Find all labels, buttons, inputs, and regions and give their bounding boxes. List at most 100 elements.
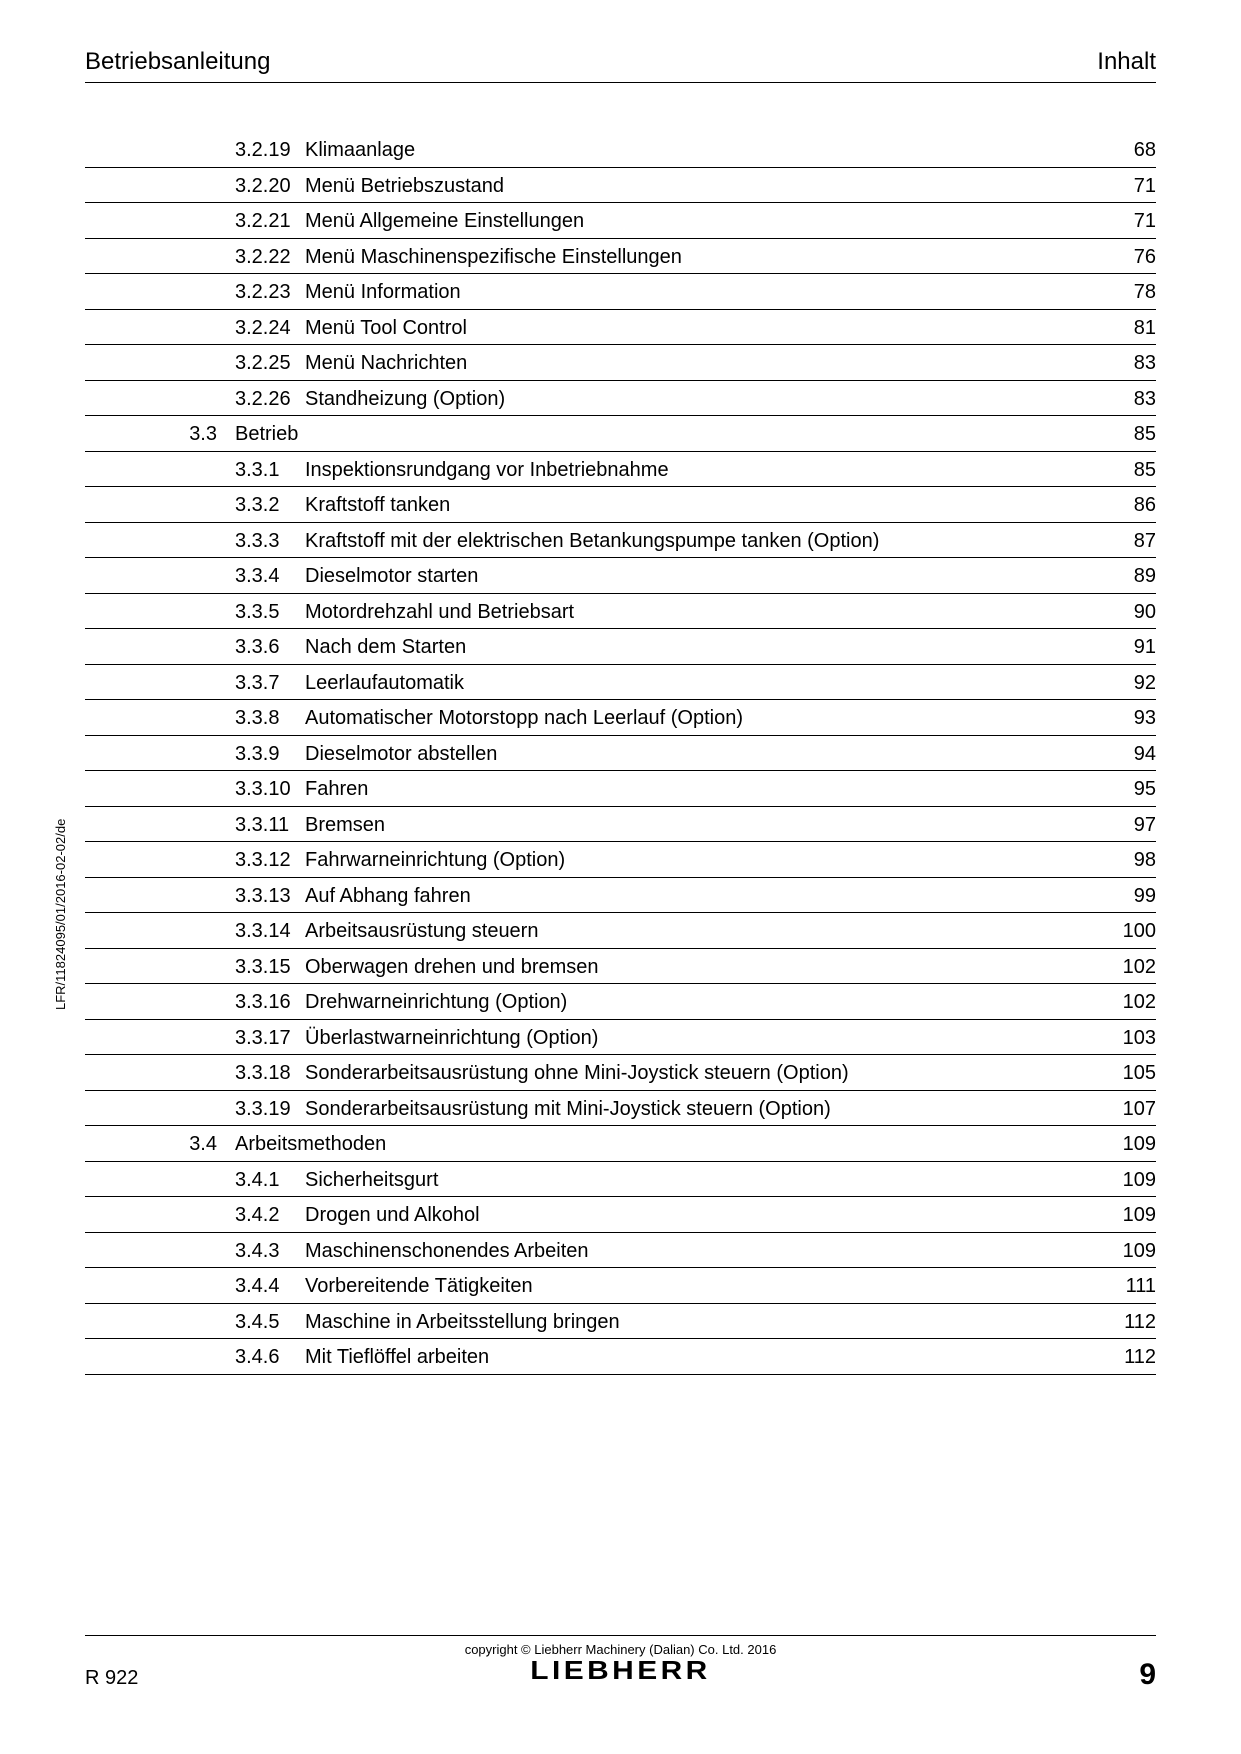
toc-row: 3.2.26Standheizung (Option)83 xyxy=(85,381,1156,417)
toc-section-title: Betrieb xyxy=(235,423,1066,446)
toc-row: 3.3Betrieb85 xyxy=(85,416,1156,452)
toc-row: 3.2.20Menü Betriebszustand71 xyxy=(85,168,1156,204)
toc-page-number: 109 xyxy=(1066,1133,1156,1156)
toc-entry-number: 3.2.25 xyxy=(235,352,305,375)
toc-entry-title: Bremsen xyxy=(305,814,1066,837)
toc-row: 3.3.3Kraftstoff mit der elektrischen Bet… xyxy=(85,523,1156,559)
toc-entry-number: 3.3.8 xyxy=(235,707,305,730)
toc-row: 3.2.19Klimaanlage68 xyxy=(85,132,1156,168)
toc-page-number: 81 xyxy=(1066,317,1156,340)
toc-page-number: 103 xyxy=(1066,1027,1156,1050)
toc-entry-title: Dieselmotor abstellen xyxy=(305,743,1066,766)
toc-entry-number: 3.3.14 xyxy=(235,920,305,943)
toc-row: 3.3.10Fahren95 xyxy=(85,771,1156,807)
toc-entry-number: 3.4.6 xyxy=(235,1346,305,1369)
toc-entry-title: Leerlaufautomatik xyxy=(305,672,1066,695)
toc-entry-number: 3.2.24 xyxy=(235,317,305,340)
toc-entry-title: Maschinenschonendes Arbeiten xyxy=(305,1240,1066,1263)
toc-entry-number: 3.3.13 xyxy=(235,885,305,908)
toc-page-number: 90 xyxy=(1066,601,1156,624)
toc-page-number: 97 xyxy=(1066,814,1156,837)
header-left: Betriebsanleitung xyxy=(85,48,270,76)
header-row: Betriebsanleitung Inhalt xyxy=(85,48,1156,83)
toc-entry-number: 3.4.2 xyxy=(235,1204,305,1227)
toc-page-number: 100 xyxy=(1066,920,1156,943)
toc-page-number: 71 xyxy=(1066,210,1156,233)
toc-entry-title: Inspektionsrundgang vor Inbetriebnahme xyxy=(305,459,1066,482)
toc-page-number: 83 xyxy=(1066,352,1156,375)
toc-row: 3.2.25Menü Nachrichten83 xyxy=(85,345,1156,381)
toc-entry-title: Oberwagen drehen und bremsen xyxy=(305,956,1066,979)
toc-row: 3.3.15Oberwagen drehen und bremsen102 xyxy=(85,949,1156,985)
toc-page-number: 71 xyxy=(1066,175,1156,198)
toc-row: 3.3.2Kraftstoff tanken86 xyxy=(85,487,1156,523)
toc-page-number: 86 xyxy=(1066,494,1156,517)
toc-entry-number: 3.4.3 xyxy=(235,1240,305,1263)
toc-entry-title: Klimaanlage xyxy=(305,139,1066,162)
toc-entry-number: 3.3.2 xyxy=(235,494,305,517)
toc-section-number: 3.4 xyxy=(85,1133,235,1156)
toc-row: 3.3.16Drehwarneinrichtung (Option)102 xyxy=(85,984,1156,1020)
toc-page-number: 109 xyxy=(1066,1169,1156,1192)
toc-page-number: 98 xyxy=(1066,849,1156,872)
toc-row: 3.2.21Menü Allgemeine Einstellungen71 xyxy=(85,203,1156,239)
toc-entry-title: Fahren xyxy=(305,778,1066,801)
toc-entry-number: 3.3.6 xyxy=(235,636,305,659)
toc-row: 3.3.19Sonderarbeitsausrüstung mit Mini-J… xyxy=(85,1091,1156,1127)
toc-row: 3.4Arbeitsmethoden109 xyxy=(85,1126,1156,1162)
toc-entry-number: 3.3.11 xyxy=(235,814,305,837)
toc-page-number: 92 xyxy=(1066,672,1156,695)
toc-page-number: 87 xyxy=(1066,530,1156,553)
toc-row: 3.3.4Dieselmotor starten89 xyxy=(85,558,1156,594)
toc-entry-title: Sonderarbeitsausrüstung mit Mini-Joystic… xyxy=(305,1098,1066,1121)
toc-entry-number: 3.3.5 xyxy=(235,601,305,624)
toc-page-number: 91 xyxy=(1066,636,1156,659)
toc-page-number: 85 xyxy=(1066,423,1156,446)
toc-row: 3.3.18Sonderarbeitsausrüstung ohne Mini-… xyxy=(85,1055,1156,1091)
toc-entry-title: Standheizung (Option) xyxy=(305,388,1066,411)
toc-entry-title: Arbeitsausrüstung steuern xyxy=(305,920,1066,943)
toc-page-number: 102 xyxy=(1066,991,1156,1014)
toc-entry-title: Menü Allgemeine Einstellungen xyxy=(305,210,1066,233)
toc-entry-number: 3.3.16 xyxy=(235,991,305,1014)
toc-entry-number: 3.2.20 xyxy=(235,175,305,198)
toc-page-number: 68 xyxy=(1066,139,1156,162)
toc-row: 3.4.4Vorbereitende Tätigkeiten111 xyxy=(85,1268,1156,1304)
toc-entry-title: Fahrwarneinrichtung (Option) xyxy=(305,849,1066,872)
footer-logo: LIEBHERR xyxy=(5,1655,1237,1686)
toc-entry-title: Vorbereitende Tätigkeiten xyxy=(305,1275,1066,1298)
toc-entry-number: 3.3.3 xyxy=(235,530,305,553)
toc-page-number: 95 xyxy=(1066,778,1156,801)
toc-entry-number: 3.4.1 xyxy=(235,1169,305,1192)
toc-entry-title: Menü Nachrichten xyxy=(305,352,1066,375)
toc-entry-number: 3.4.5 xyxy=(235,1311,305,1334)
toc-entry-title: Sonderarbeitsausrüstung ohne Mini-Joysti… xyxy=(305,1062,1066,1085)
toc-page-number: 112 xyxy=(1066,1311,1156,1334)
toc-page-number: 105 xyxy=(1066,1062,1156,1085)
toc-row: 3.3.14Arbeitsausrüstung steuern100 xyxy=(85,913,1156,949)
toc-entry-title: Sicherheitsgurt xyxy=(305,1169,1066,1192)
toc-entry-title: Auf Abhang fahren xyxy=(305,885,1066,908)
toc-entry-number: 3.3.12 xyxy=(235,849,305,872)
toc-entry-title: Maschine in Arbeitsstellung bringen xyxy=(305,1311,1066,1334)
toc-row: 3.3.7Leerlaufautomatik92 xyxy=(85,665,1156,701)
toc-page-number: 109 xyxy=(1066,1240,1156,1263)
toc-entry-number: 3.3.15 xyxy=(235,956,305,979)
toc-entry-number: 3.2.26 xyxy=(235,388,305,411)
toc-entry-title: Menü Betriebszustand xyxy=(305,175,1066,198)
toc-entry-number: 3.3.9 xyxy=(235,743,305,766)
toc-entry-number: 3.2.23 xyxy=(235,281,305,304)
toc-section-number: 3.3 xyxy=(85,423,235,446)
toc-entry-title: Nach dem Starten xyxy=(305,636,1066,659)
toc-page-number: 94 xyxy=(1066,743,1156,766)
toc-row: 3.3.8Automatischer Motorstopp nach Leerl… xyxy=(85,700,1156,736)
toc-entry-title: Motordrehzahl und Betriebsart xyxy=(305,601,1066,624)
toc-entry-number: 3.3.1 xyxy=(235,459,305,482)
toc-page-number: 89 xyxy=(1066,565,1156,588)
table-of-contents: 3.2.19Klimaanlage683.2.20Menü Betriebszu… xyxy=(85,132,1156,1375)
toc-entry-number: 3.3.18 xyxy=(235,1062,305,1085)
toc-page-number: 83 xyxy=(1066,388,1156,411)
toc-page-number: 111 xyxy=(1066,1275,1156,1298)
toc-row: 3.3.17Überlastwarneinrichtung (Option)10… xyxy=(85,1020,1156,1056)
toc-entry-title: Automatischer Motorstopp nach Leerlauf (… xyxy=(305,707,1066,730)
